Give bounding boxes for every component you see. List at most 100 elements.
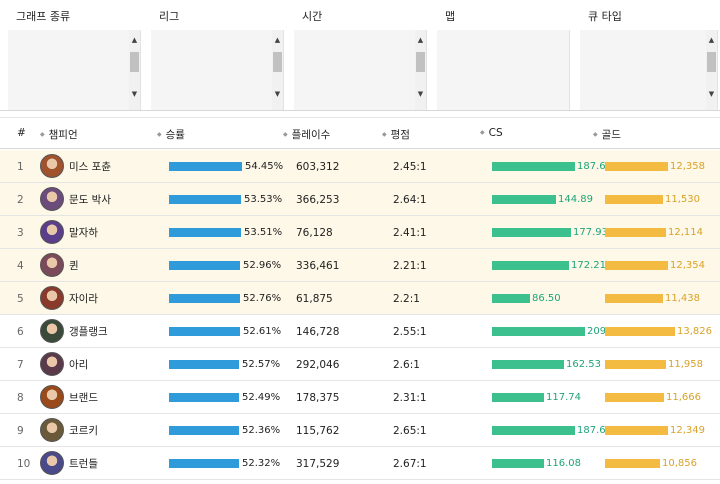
champion-avatar[interactable] (40, 187, 64, 211)
winrate-bar (169, 459, 239, 468)
rank-number: 2 (17, 193, 24, 206)
filter-column: 리그 ▲ ▼ (143, 0, 286, 111)
winrate-bar (169, 426, 239, 435)
champion-avatar[interactable] (40, 385, 64, 409)
table-row[interactable]: 10 트런들 52.32% 317,529 2.67:1 116.08 10,856 (0, 447, 720, 480)
cs-value: 162.53 (566, 359, 601, 370)
column-kda[interactable]: ◆ 평점 (382, 129, 410, 141)
sort-icon: ◆ (40, 131, 45, 138)
table-row[interactable]: 8 브랜드 52.49% 178,375 2.31:1 117.74 11,666 (0, 381, 720, 414)
sort-icon: ◆ (157, 131, 162, 138)
scroll-thumb[interactable] (416, 52, 425, 72)
gold-value: 12,358 (670, 161, 705, 172)
winrate-bar (169, 261, 240, 270)
scroll-down-icon[interactable]: ▼ (417, 90, 424, 98)
scrollbar[interactable]: ▲ ▼ (272, 30, 283, 110)
champion-avatar[interactable] (40, 418, 64, 442)
cs-bar (492, 195, 556, 204)
table-row[interactable]: 9 코르키 52.36% 115,762 2.65:1 187.66 12,349 (0, 414, 720, 447)
cs-bar (492, 393, 544, 402)
rank-number: 6 (17, 325, 24, 338)
champion-name: 자이라 (69, 293, 98, 305)
scroll-down-icon[interactable]: ▼ (708, 90, 715, 98)
cs-value: 117.74 (546, 392, 581, 403)
rank-number: 10 (17, 457, 31, 470)
winrate-value: 53.53% (244, 194, 283, 205)
scroll-thumb[interactable] (707, 52, 716, 72)
gold-value: 11,666 (666, 392, 701, 403)
scroll-down-icon[interactable]: ▼ (274, 90, 281, 98)
champion-name: 아리 (69, 359, 89, 371)
champion-name: 브랜드 (69, 392, 98, 404)
column-champion[interactable]: ◆ 챔피언 (40, 129, 78, 141)
table-row[interactable]: 2 문도 박사 53.53% 366,253 2.64:1 144.89 11,530 (0, 183, 720, 216)
champion-avatar[interactable] (40, 451, 64, 475)
winrate-value: 52.49% (242, 392, 281, 403)
plays-value: 146,728 (296, 325, 340, 338)
column-rank: # (17, 127, 26, 139)
filter-title: 큐 타입 (588, 10, 622, 23)
filter-option-list: ▲ ▼ (151, 30, 284, 110)
cs-bar (492, 261, 569, 270)
scroll-thumb[interactable] (273, 52, 282, 72)
scroll-up-icon[interactable]: ▲ (274, 36, 281, 44)
scrollbar[interactable]: ▲ ▼ (129, 30, 140, 110)
winrate-value: 52.57% (242, 359, 281, 370)
gold-bar (605, 459, 660, 468)
plays-value: 178,375 (296, 391, 340, 404)
champion-avatar[interactable] (40, 352, 64, 376)
scrollbar[interactable]: ▲ ▼ (706, 30, 717, 110)
scroll-up-icon[interactable]: ▲ (131, 36, 138, 44)
plays-value: 336,461 (296, 259, 340, 272)
gold-bar (605, 393, 664, 402)
gold-bar (605, 228, 666, 237)
rank-number: 4 (17, 259, 24, 272)
gold-value: 11,958 (668, 359, 703, 370)
filter-option-list (437, 30, 570, 110)
winrate-bar (169, 228, 241, 237)
kda-value: 2.31:1 (393, 391, 427, 404)
table-row[interactable]: 1 미스 포츈 54.45% 603,312 2.45:1 187.68 12,358 (0, 150, 720, 183)
winrate-bar (169, 327, 240, 336)
gold-value: 12,114 (668, 227, 703, 238)
gold-bar (605, 360, 666, 369)
cs-value: 187.68 (577, 161, 612, 172)
column-winrate[interactable]: ◆ 승률 (157, 129, 185, 141)
scroll-down-icon[interactable]: ▼ (131, 90, 138, 98)
table-row[interactable]: 6 갱플랭크 52.61% 146,728 2.55:1 209.27 13,826 (0, 315, 720, 348)
winrate-value: 52.36% (242, 425, 281, 436)
plays-value: 317,529 (296, 457, 340, 470)
kda-value: 2.21:1 (393, 259, 427, 272)
champion-avatar[interactable] (40, 253, 64, 277)
winrate-value: 52.32% (242, 458, 281, 469)
champion-avatar[interactable] (40, 220, 64, 244)
table-row[interactable]: 3 말자하 53.51% 76,128 2.41:1 177.93 12,114 (0, 216, 720, 249)
winrate-bar (169, 195, 241, 204)
table-row[interactable]: 7 아리 52.57% 292,046 2.6:1 162.53 11,958 (0, 348, 720, 381)
sort-icon: ◆ (593, 131, 598, 138)
kda-value: 2.55:1 (393, 325, 427, 338)
column-plays[interactable]: ◆ 플레이수 (283, 129, 331, 141)
winrate-bar (169, 162, 242, 171)
cs-bar (492, 327, 585, 336)
table-row[interactable]: 5 자이라 52.76% 61,875 2.2:1 86.50 11,438 (0, 282, 720, 315)
champion-avatar[interactable] (40, 154, 64, 178)
gold-value: 10,856 (662, 458, 697, 469)
table-row[interactable]: 4 퀸 52.96% 336,461 2.21:1 172.21 12,354 (0, 249, 720, 282)
column-cs[interactable]: ◆ CS (480, 127, 503, 139)
table-header: # ◆ 챔피언 ◆ 승률 ◆ 플레이수 ◆ 평점 ◆ CS ◆ 골드 (0, 117, 720, 149)
gold-value: 11,438 (665, 293, 700, 304)
plays-value: 603,312 (296, 160, 340, 173)
column-gold[interactable]: ◆ 골드 (593, 129, 621, 141)
champion-avatar[interactable] (40, 286, 64, 310)
rank-number: 3 (17, 226, 24, 239)
plays-value: 292,046 (296, 358, 340, 371)
filter-title: 맵 (445, 10, 456, 23)
gold-value: 13,826 (677, 326, 712, 337)
rank-number: 9 (17, 424, 24, 437)
champion-avatar[interactable] (40, 319, 64, 343)
scrollbar[interactable]: ▲ ▼ (415, 30, 426, 110)
scroll-up-icon[interactable]: ▲ (417, 36, 424, 44)
scroll-thumb[interactable] (130, 52, 139, 72)
scroll-up-icon[interactable]: ▲ (708, 36, 715, 44)
